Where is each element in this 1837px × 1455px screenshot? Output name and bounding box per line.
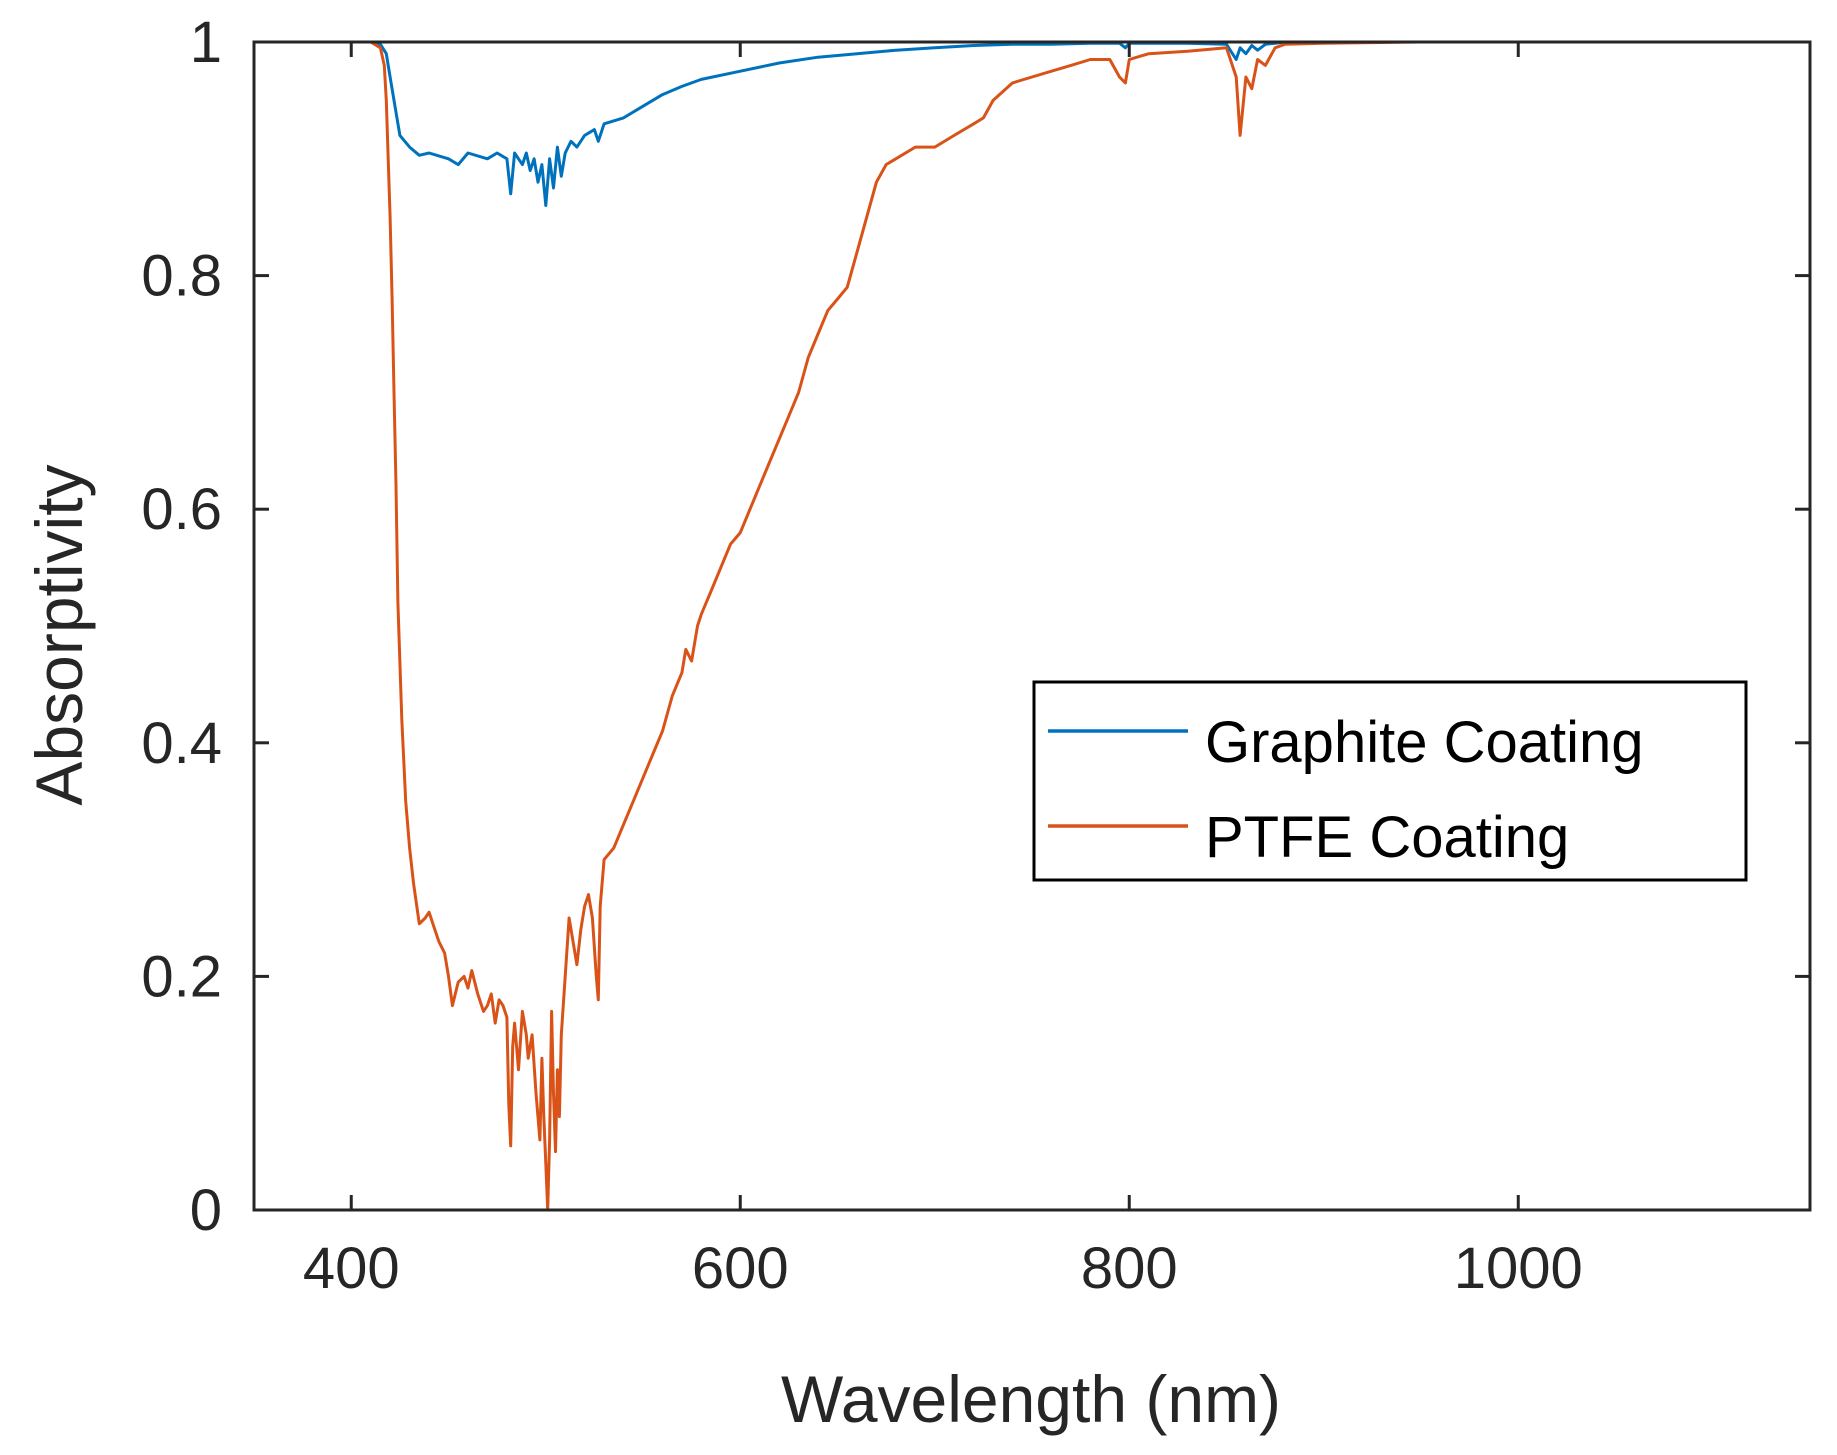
y-tick-label: 0.2 <box>141 944 222 1009</box>
axis-ticks: 400 600 800 1000 0 0.2 0.4 0.6 0.8 1 <box>141 10 1812 1301</box>
axes-box <box>252 40 1812 1212</box>
legend-box <box>1032 680 1748 882</box>
x-axis-title: Wavelength (nm) <box>781 1362 1281 1436</box>
series-line-ptfe-coating <box>322 40 1810 1212</box>
legend-label-graphite: Graphite Coating <box>1205 710 1643 775</box>
y-tick-label: 0 <box>190 1178 222 1243</box>
x-tick-label: 600 <box>692 1236 789 1301</box>
y-axis-title: Absorptivity <box>22 464 96 805</box>
x-tick-label: 1000 <box>1454 1236 1583 1301</box>
legend: Graphite Coating PTFE Coating <box>1032 680 1748 882</box>
plot-area <box>322 40 1810 1212</box>
y-tick-label: 0.8 <box>141 244 222 309</box>
legend-label-ptfe: PTFE Coating <box>1205 805 1569 870</box>
series-line-graphite-coating <box>322 40 1810 207</box>
y-tick-label: 0.4 <box>141 711 222 776</box>
x-tick-label: 400 <box>303 1236 400 1301</box>
x-tick-label: 800 <box>1081 1236 1178 1301</box>
y-tick-label: 1 <box>190 10 222 75</box>
y-tick-label: 0.6 <box>141 477 222 542</box>
